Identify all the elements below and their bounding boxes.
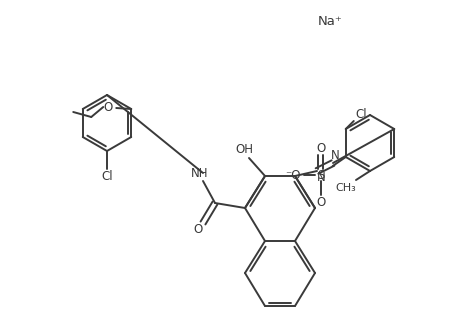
Text: N: N [316, 170, 325, 183]
Text: Cl: Cl [354, 108, 366, 120]
Text: Na⁺: Na⁺ [317, 15, 342, 27]
Text: O: O [315, 196, 325, 209]
Text: ⁻O: ⁻O [284, 168, 300, 181]
Text: Cl: Cl [101, 169, 112, 182]
Text: OH: OH [234, 143, 253, 156]
Text: O: O [103, 101, 113, 114]
Text: O: O [315, 141, 325, 155]
Text: NH: NH [191, 166, 208, 179]
Text: S: S [316, 168, 324, 181]
Text: CH₃: CH₃ [335, 183, 356, 193]
Text: N: N [330, 149, 339, 162]
Text: O: O [193, 222, 202, 235]
